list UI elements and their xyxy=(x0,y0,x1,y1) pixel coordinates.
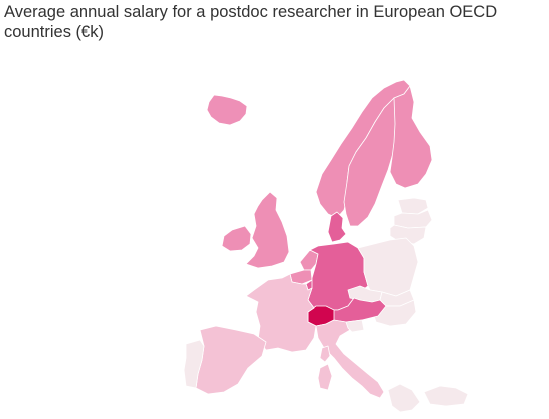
country-finland[interactable] xyxy=(389,85,433,189)
country-france-corsica[interactable] xyxy=(319,345,331,363)
country-france[interactable] xyxy=(245,273,317,353)
country-iceland[interactable] xyxy=(206,94,248,126)
country-poland[interactable] xyxy=(357,237,419,297)
country-greece[interactable] xyxy=(387,383,421,413)
country-slovenia[interactable] xyxy=(345,319,365,333)
country-uk[interactable] xyxy=(245,191,290,269)
country-spain[interactable] xyxy=(195,325,267,395)
country-portugal[interactable] xyxy=(183,339,205,389)
country-hungary[interactable] xyxy=(371,299,417,327)
country-turkey[interactable] xyxy=(423,385,469,407)
country-italy-sardinia[interactable] xyxy=(317,363,333,391)
country-denmark[interactable] xyxy=(327,211,347,243)
chart-title: Average annual salary for a postdoc rese… xyxy=(4,3,498,41)
country-ireland[interactable] xyxy=(221,225,252,252)
